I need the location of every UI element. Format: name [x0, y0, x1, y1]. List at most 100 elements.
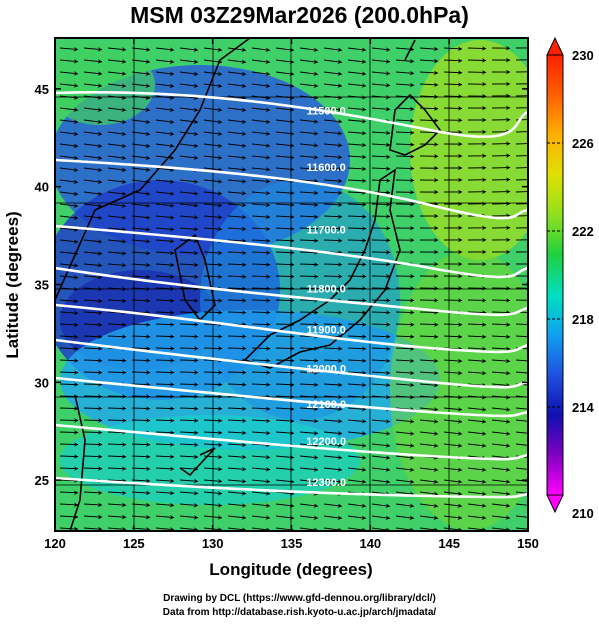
wind-arrow — [347, 370, 367, 376]
wind-arrow — [227, 226, 247, 232]
wind-arrow — [299, 370, 319, 375]
wind-arrow — [323, 59, 343, 64]
wind-arrow — [323, 142, 343, 148]
wind-arrow — [251, 286, 271, 291]
wind-arrow — [59, 143, 79, 149]
wind-arrow — [131, 334, 151, 339]
wind-arrow — [443, 70, 463, 75]
wind-arrow — [107, 478, 127, 483]
wind-arrow — [395, 166, 415, 171]
wind-arrow — [323, 455, 343, 460]
wind-arrow — [179, 298, 199, 303]
wind-arrow — [491, 382, 511, 388]
wind-arrow — [227, 430, 247, 436]
wind-arrow — [515, 479, 528, 482]
wind-arrow — [155, 191, 175, 196]
wind-arrow — [323, 322, 343, 327]
wind-arrow — [515, 503, 528, 506]
wind-arrow — [347, 178, 367, 184]
wind-arrow — [347, 515, 367, 521]
wind-arrow — [179, 59, 199, 64]
wind-arrow — [371, 83, 391, 88]
wind-arrow — [371, 527, 391, 531]
wind-arrow — [299, 515, 319, 520]
wind-arrow — [251, 346, 271, 351]
wind-arrow — [131, 107, 151, 113]
wind-arrow — [347, 406, 367, 412]
wind-arrow — [83, 155, 103, 161]
wind-arrow — [59, 322, 79, 328]
wind-arrow — [515, 371, 528, 374]
wind-arrow — [251, 262, 271, 267]
wind-arrow — [347, 238, 367, 243]
wind-arrow — [59, 358, 79, 363]
wind-arrow — [443, 479, 463, 484]
wind-arrow — [467, 46, 487, 51]
lat-tick-label: 45 — [35, 82, 49, 97]
wind-arrow — [227, 503, 247, 508]
wind-arrow — [59, 239, 79, 244]
wind-arrow — [179, 478, 199, 484]
grid-lines — [55, 38, 528, 531]
wind-arrow — [155, 418, 175, 423]
wind-arrow — [419, 334, 439, 339]
wind-arrow — [299, 298, 319, 303]
wind-arrow — [299, 83, 319, 88]
wind-arrow — [419, 382, 439, 388]
wind-arrow — [347, 59, 367, 64]
wind-arrow — [371, 154, 391, 159]
wind-arrow — [155, 238, 175, 244]
wind-arrow — [107, 131, 127, 137]
wind-arrow — [107, 83, 127, 88]
wind-arrow — [155, 59, 175, 64]
wind-arrow — [155, 527, 175, 531]
wind-arrow — [179, 203, 199, 208]
wind-arrow — [107, 394, 127, 399]
wind-arrow — [83, 334, 103, 339]
wind-arrow — [299, 59, 319, 65]
wind-arrow — [491, 515, 511, 520]
wind-arrow — [371, 346, 391, 351]
wind-arrow — [491, 407, 511, 412]
wind-arrow — [83, 322, 103, 328]
wind-arrow — [131, 71, 151, 76]
wind-arrow — [131, 227, 151, 232]
wind-arrow — [83, 131, 103, 137]
wind-arrow — [107, 526, 127, 531]
wind-arrow — [179, 358, 199, 363]
wind-arrow — [371, 47, 391, 52]
wind-arrow — [395, 334, 415, 339]
wind-arrow — [251, 491, 271, 496]
wind-arrow — [467, 419, 487, 424]
wind-arrow — [419, 407, 439, 412]
wind-arrow — [251, 155, 271, 160]
wind-arrow — [107, 262, 127, 268]
contour-label: 11900.0 — [307, 324, 346, 336]
wind-arrow — [227, 131, 247, 136]
wind-arrow — [131, 262, 151, 268]
wind-arrow — [155, 514, 175, 520]
longitude-ticks: 120 125 130 135 140 145 150 — [44, 38, 539, 551]
wind-arrow — [251, 202, 271, 208]
wind-arrow — [83, 406, 103, 411]
wind-arrow — [371, 106, 391, 112]
wind-arrow — [371, 370, 391, 376]
wind-arrow — [395, 515, 415, 521]
wind-arrow — [59, 119, 79, 124]
wind-arrow — [515, 515, 528, 518]
wind-arrow — [179, 179, 199, 184]
wind-arrow — [371, 479, 391, 484]
wind-arrow — [107, 334, 127, 339]
wind-arrow — [371, 382, 391, 388]
wind-arrow — [179, 430, 199, 435]
wind-arrow — [155, 227, 175, 232]
wind-arrow — [395, 455, 415, 460]
wind-arrow — [443, 407, 463, 412]
wind-arrow — [515, 191, 528, 193]
wind-arrow — [515, 167, 528, 169]
wind-arrow — [395, 491, 415, 496]
wind-arrow — [419, 515, 439, 520]
wind-arrow — [347, 47, 367, 52]
wind-arrow — [467, 310, 487, 315]
wind-arrow — [419, 130, 439, 135]
